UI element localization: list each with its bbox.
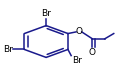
- Text: Br: Br: [72, 56, 82, 65]
- Text: Br: Br: [41, 9, 51, 18]
- Text: O: O: [89, 48, 96, 57]
- Text: O: O: [75, 27, 82, 36]
- Text: Br: Br: [3, 45, 13, 54]
